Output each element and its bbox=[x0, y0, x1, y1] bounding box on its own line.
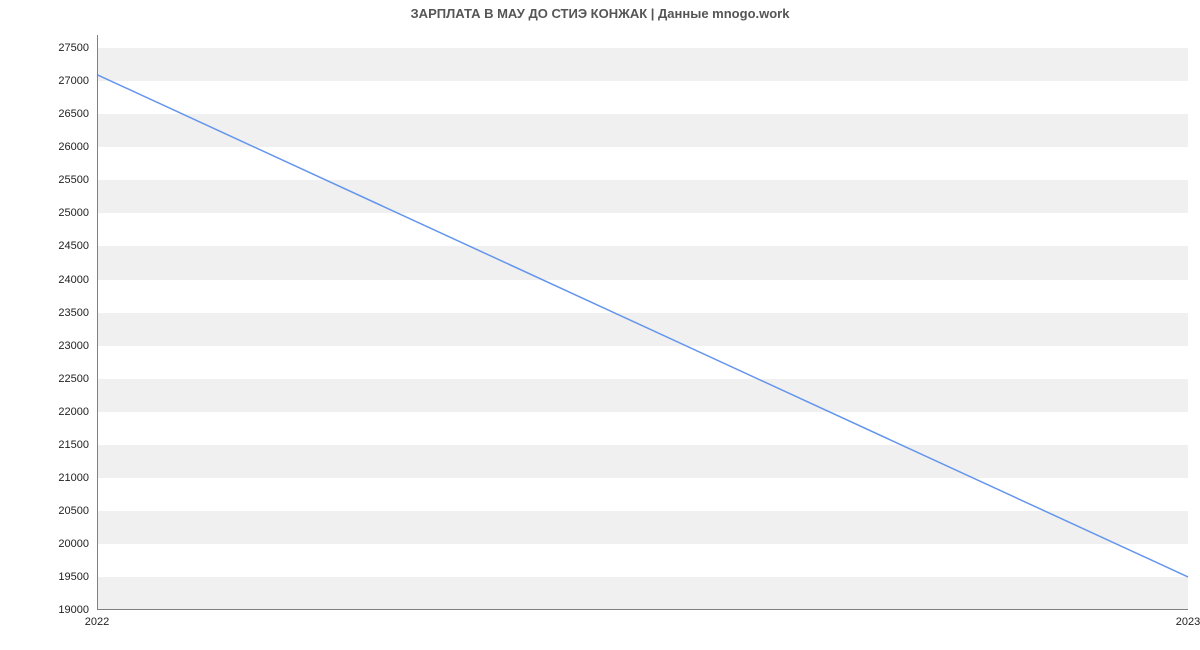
plot-area bbox=[97, 35, 1188, 610]
y-tick-label: 21000 bbox=[47, 472, 89, 484]
y-tick-label: 24500 bbox=[47, 240, 89, 252]
y-axis-line bbox=[97, 35, 98, 610]
y-tick-label: 21500 bbox=[47, 439, 89, 451]
y-tick-label: 23000 bbox=[47, 340, 89, 352]
y-tick-label: 25500 bbox=[47, 174, 89, 186]
x-tick-label: 2023 bbox=[1176, 616, 1200, 628]
y-tick-label: 26000 bbox=[47, 141, 89, 153]
y-tick-label: 23500 bbox=[47, 307, 89, 319]
y-tick-label: 19000 bbox=[47, 604, 89, 616]
data-line bbox=[97, 35, 1188, 610]
y-tick-label: 27000 bbox=[47, 75, 89, 87]
x-tick-label: 2022 bbox=[85, 616, 109, 628]
y-tick-label: 27500 bbox=[47, 42, 89, 54]
y-tick-label: 25000 bbox=[47, 207, 89, 219]
y-tick-label: 24000 bbox=[47, 274, 89, 286]
y-tick-label: 20500 bbox=[47, 505, 89, 517]
y-tick-label: 22500 bbox=[47, 373, 89, 385]
chart-title: ЗАРПЛАТА В МАУ ДО СТИЭ КОНЖАК | Данные m… bbox=[0, 6, 1200, 21]
y-tick-label: 19500 bbox=[47, 571, 89, 583]
y-tick-label: 20000 bbox=[47, 538, 89, 550]
y-tick-label: 26500 bbox=[47, 108, 89, 120]
x-axis-line bbox=[97, 609, 1188, 610]
y-tick-label: 22000 bbox=[47, 406, 89, 418]
chart-container: ЗАРПЛАТА В МАУ ДО СТИЭ КОНЖАК | Данные m… bbox=[0, 0, 1200, 650]
